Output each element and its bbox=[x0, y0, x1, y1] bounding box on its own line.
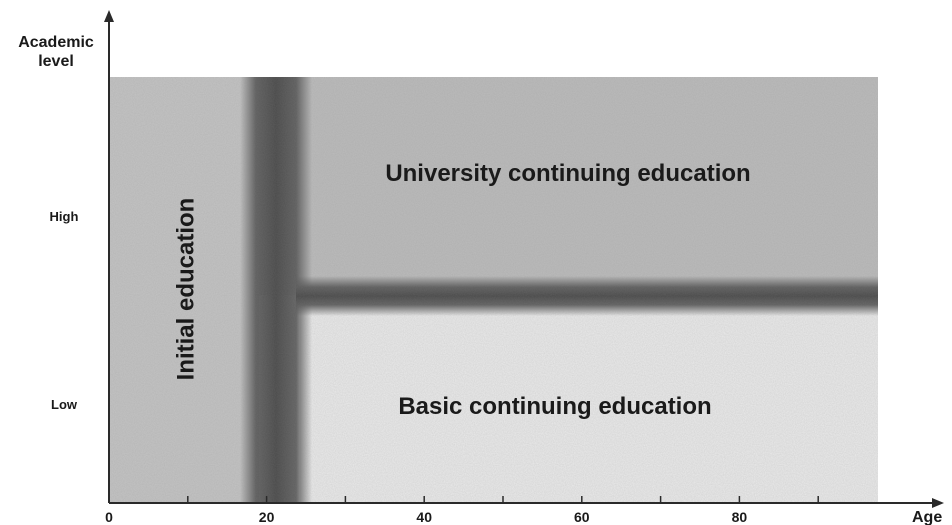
x-tick-label: 60 bbox=[574, 509, 590, 525]
x-axis-title: Age bbox=[912, 509, 942, 525]
grain-texture bbox=[109, 77, 878, 503]
y-tick-high: High bbox=[50, 209, 79, 224]
initial-education-label: Initial education bbox=[172, 198, 199, 381]
y-tick-low: Low bbox=[51, 397, 78, 412]
x-tick-label: 20 bbox=[259, 509, 275, 525]
x-axis-arrow-icon bbox=[932, 498, 944, 508]
x-axis-ticks: 0 20 40 60 80 bbox=[105, 496, 819, 525]
y-axis-arrow-icon bbox=[104, 10, 114, 22]
basic-education-label: Basic continuing education bbox=[398, 393, 711, 420]
y-axis-title-line2: level bbox=[38, 53, 74, 70]
x-tick-label: 80 bbox=[732, 509, 748, 525]
x-tick-label: 0 bbox=[105, 509, 113, 525]
x-tick-label: 40 bbox=[416, 509, 432, 525]
university-education-label: University continuing education bbox=[385, 160, 750, 187]
y-axis-title-line1: Academic bbox=[18, 34, 94, 51]
